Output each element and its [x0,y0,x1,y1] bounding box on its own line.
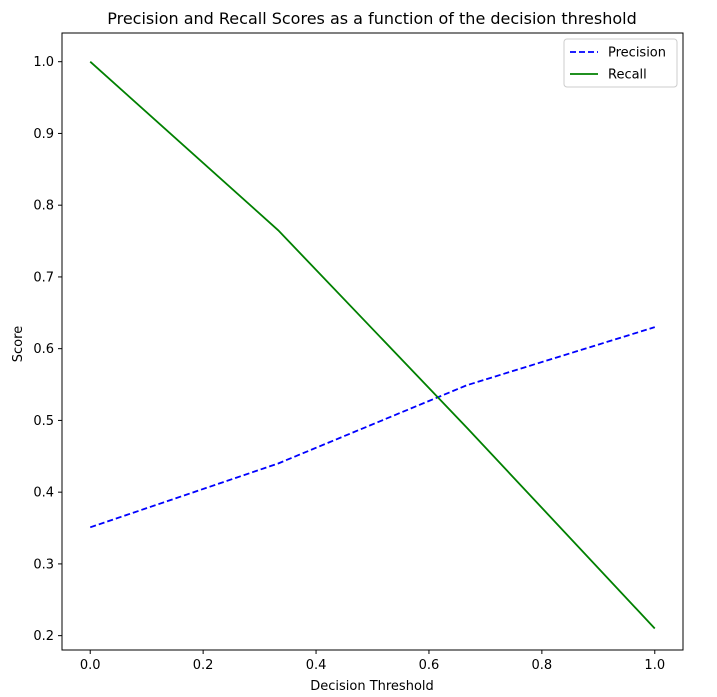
y-tick-label: 0.7 [33,270,54,285]
x-tick-label: 1.0 [644,658,665,673]
y-tick-label: 0.8 [33,199,54,214]
legend-box [563,38,678,88]
y-axis-label: Score [11,326,26,362]
legend: Precision Recall [563,38,678,88]
y-tick-label: 0.3 [33,557,54,572]
x-tick-label: 0.4 [306,658,327,673]
y-tick-label: 0.5 [33,414,54,429]
plot-area: 0.0 0.2 0.4 0.6 0.8 1.0 0.2 0.3 0.4 0.5 0.6 0.7 0.8 0… [33,32,684,673]
chart-title: Precision and Recall Scores as a functio… [107,9,637,28]
x-tick-label: 0.2 [193,658,214,673]
series-line-precision [89,326,656,529]
y-tick-label: 0.9 [33,127,54,142]
series-line-recall [89,61,656,630]
y-tick-label: 0.6 [33,342,54,357]
y-tick-label: 0.4 [33,486,54,501]
legend-label-recall: Recall [608,68,647,83]
x-tick-label: 0.6 [419,658,440,673]
legend-label-precision: Precision [608,46,666,61]
x-axis-label: Decision Threshold [310,679,434,694]
y-tick-label: 0.2 [33,629,54,644]
y-tick-label: 1.0 [33,55,54,70]
x-tick-label: 0.0 [80,658,101,673]
x-tick-label: 0.8 [532,658,553,673]
plot-frame [61,32,684,651]
